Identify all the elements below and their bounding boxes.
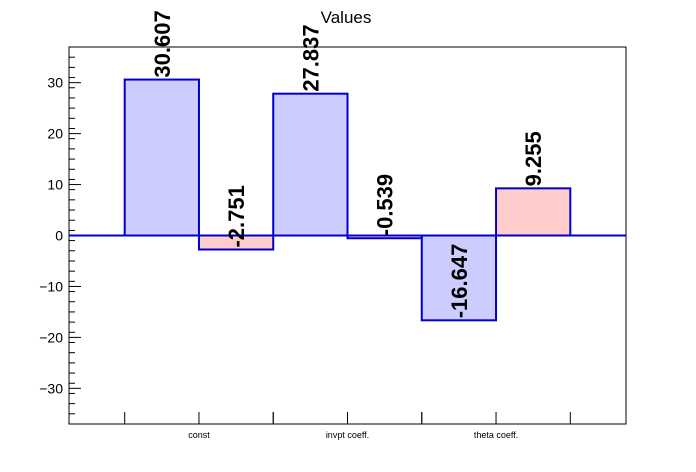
y-tick-label: −10	[39, 278, 63, 294]
y-tick-label: −30	[39, 380, 63, 396]
y-tick-label: 20	[47, 126, 63, 142]
bars	[123, 78, 572, 322]
data-label: -2.751	[224, 185, 249, 247]
bar	[495, 187, 572, 237]
data-label: -16.647	[447, 244, 472, 319]
bar	[420, 234, 498, 322]
x-category-label: const	[188, 430, 210, 440]
data-label: 9.255	[521, 131, 546, 186]
y-tick-label: 10	[47, 177, 63, 193]
y-tick-label: −20	[39, 329, 63, 345]
x-category-label: invpt coeff.	[326, 430, 369, 440]
data-labels: 30.607 27.837 -16.647 -2.751 -0.539 9.255	[150, 10, 546, 318]
data-label: -0.539	[373, 174, 398, 236]
chart-title: Values	[321, 8, 372, 27]
x-axis-ticks: const invpt coeff. theta coeff.	[124, 412, 571, 440]
data-label: 27.837	[298, 24, 323, 91]
bar	[272, 92, 349, 237]
y-tick-label: 30	[47, 75, 63, 91]
data-label: 30.607	[150, 10, 175, 77]
bar	[123, 78, 200, 237]
x-category-label: theta coeff.	[474, 430, 518, 440]
y-axis-ticks: −30 −20 −10 0 10 20 30	[39, 56, 81, 415]
y-tick-label: 0	[55, 228, 63, 244]
